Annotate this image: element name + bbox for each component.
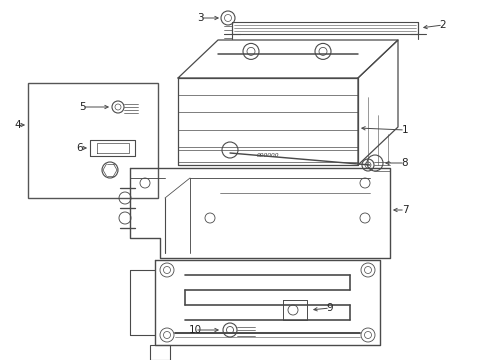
Text: 4: 4 <box>15 120 21 130</box>
Text: 6: 6 <box>77 143 83 153</box>
Text: 3: 3 <box>196 13 203 23</box>
Bar <box>232 22 418 34</box>
Text: 1: 1 <box>402 125 408 135</box>
Bar <box>178 150 358 162</box>
Bar <box>150 345 170 360</box>
Text: 10: 10 <box>189 325 201 335</box>
Text: 9: 9 <box>327 303 333 313</box>
Text: 7: 7 <box>402 205 408 215</box>
Text: OOOOOO: OOOOOO <box>257 153 279 158</box>
Bar <box>28 83 158 198</box>
Text: 5: 5 <box>79 102 85 112</box>
Text: 2: 2 <box>440 20 446 30</box>
Text: 8: 8 <box>402 158 408 168</box>
